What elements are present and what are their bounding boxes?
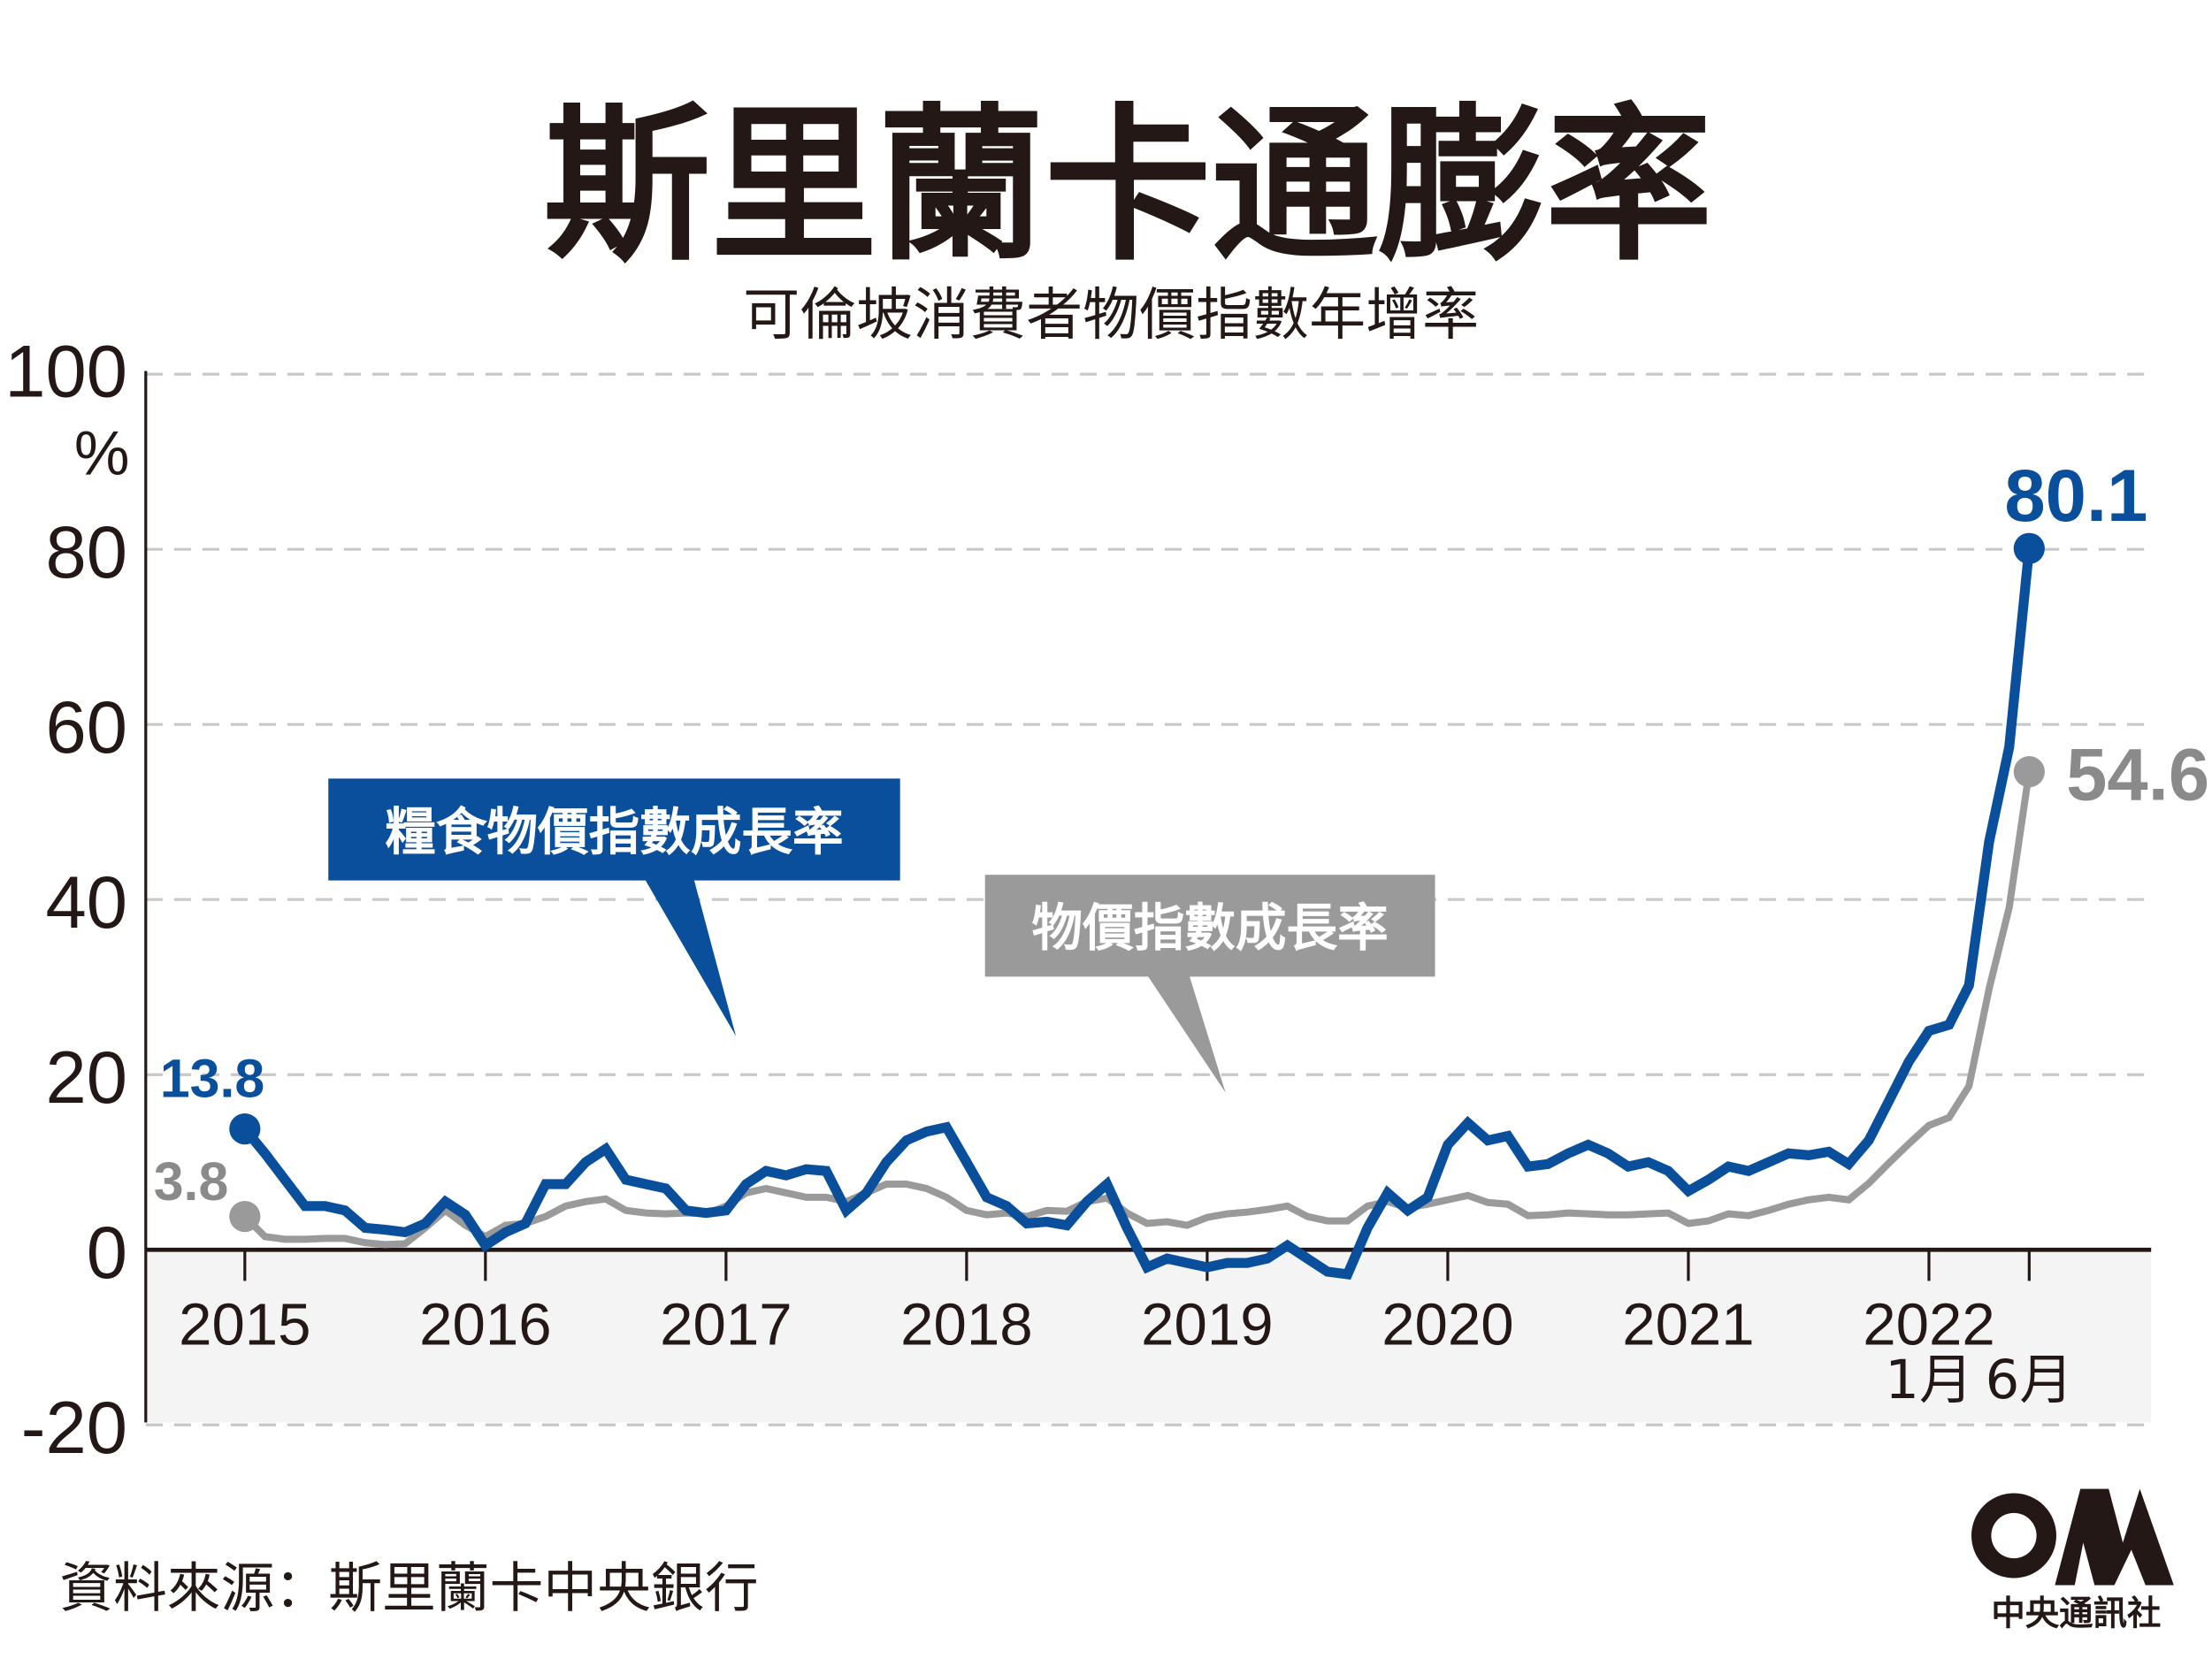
food-callout: 糧食物價指數成長率 xyxy=(328,778,900,1036)
cna-logo: 中央通訊社 xyxy=(1971,1488,2174,1633)
y-tick-label: 100 xyxy=(4,331,127,413)
x-tick-label: 2017 xyxy=(660,1291,792,1357)
cna-globe-inner xyxy=(1991,1512,2037,1559)
overall-callout-box xyxy=(984,875,1435,977)
y-tick-label: 40 xyxy=(45,861,127,944)
x-tick-label: 2018 xyxy=(900,1291,1032,1357)
cna-logo-text: 中央通訊社 xyxy=(1991,1594,2161,1633)
food-start-label: 13.8 xyxy=(160,1048,264,1108)
series-end-point xyxy=(2013,756,2045,788)
x-month-label: 1月 xyxy=(1885,1349,1972,1411)
x-tick-label: 2022 xyxy=(1863,1291,1994,1357)
food-callout-pointer xyxy=(644,877,737,1036)
x-month-label: 6月 xyxy=(1986,1349,2073,1411)
overall-end-label: 54.6 xyxy=(2066,733,2209,815)
x-tick-label: 2016 xyxy=(419,1291,551,1357)
series-lines xyxy=(229,532,2045,1281)
y-tick-label: 80 xyxy=(45,511,127,593)
food-end-label: 80.1 xyxy=(2004,455,2147,537)
overall-start-label: 3.8 xyxy=(154,1151,229,1212)
cna-letters-mark xyxy=(2055,1488,2174,1586)
overall-legend-label: 物價指數成長率 xyxy=(1032,898,1389,958)
x-tick-label: 2019 xyxy=(1141,1291,1273,1357)
x-tick-label: 2015 xyxy=(179,1291,310,1357)
y-tick-label: 60 xyxy=(45,686,127,768)
y-tick-label: 0 xyxy=(87,1212,127,1294)
y-tick-label: 20 xyxy=(45,1036,127,1119)
source-note: 資料來源：斯里蘭卡中央銀行 xyxy=(59,1557,758,1619)
x-tick-label: 2021 xyxy=(1622,1291,1754,1357)
y-axis-labels: 100 80 60 40 20 0 -20 xyxy=(4,331,127,1469)
food-legend-label: 糧食物價指數成長率 xyxy=(385,802,843,861)
chart-subtitle: 可倫坡消費者物價指數年增率 xyxy=(743,283,1479,348)
overall-callout-pointer xyxy=(1146,974,1226,1093)
overall-callout: 物價指數成長率 xyxy=(984,875,1435,1093)
x-tick-label: 2020 xyxy=(1382,1291,1513,1357)
y-tick-label: -20 xyxy=(21,1387,127,1469)
series-start-point xyxy=(229,1113,261,1145)
y-unit-label: % xyxy=(74,417,130,487)
food-price-line xyxy=(241,547,2034,1281)
chart-title: 斯里蘭卡通膨率 xyxy=(544,89,1713,284)
overall-price-line xyxy=(241,771,2033,1249)
negative-band xyxy=(145,1250,2152,1423)
food-callout-box xyxy=(328,778,900,881)
series-start-point xyxy=(229,1201,261,1233)
series-end-point xyxy=(2013,532,2045,564)
